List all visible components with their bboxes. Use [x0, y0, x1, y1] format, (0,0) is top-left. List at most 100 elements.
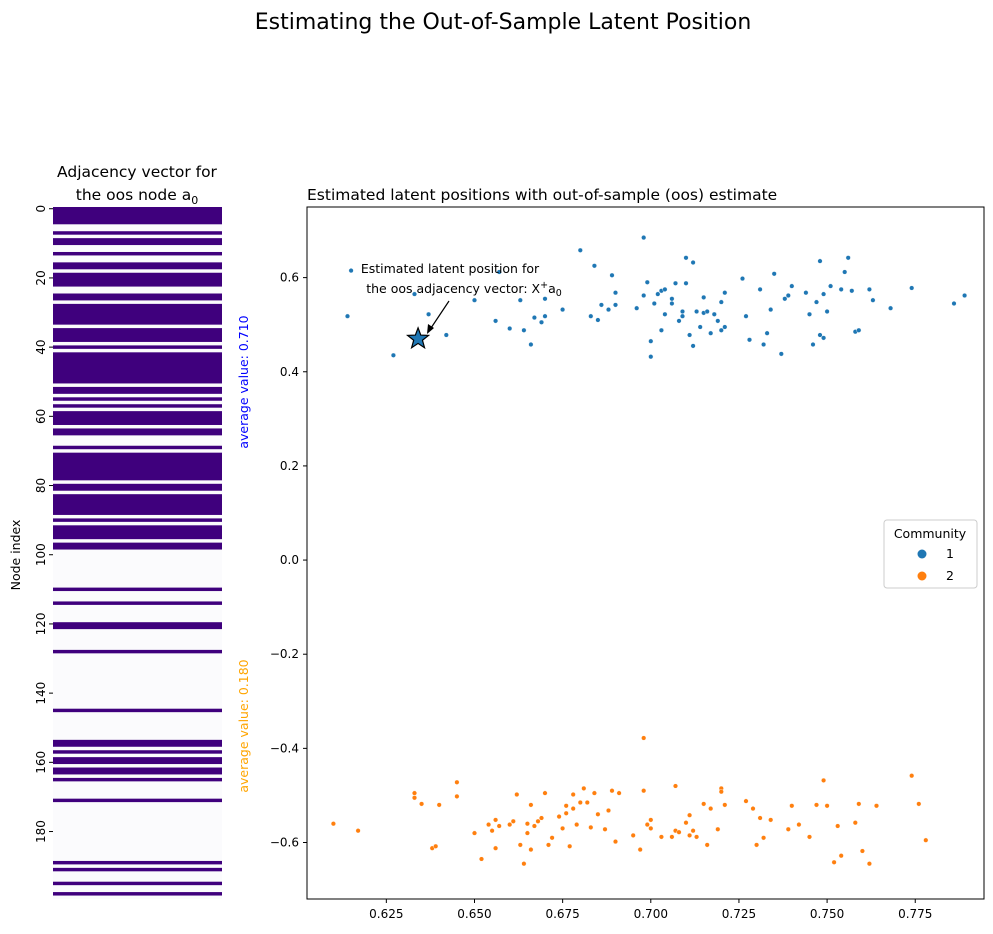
scatter-point-community-1 — [718, 299, 724, 305]
scatter-point-community-1 — [606, 307, 612, 313]
scatter-point-community-2 — [584, 800, 590, 806]
heatmap-row-band — [53, 587, 222, 592]
heatmap-row-band — [53, 428, 222, 436]
scatter-point-community-2 — [637, 847, 643, 853]
heatmap-row-band — [53, 328, 222, 342]
scatter-point-community-1 — [591, 263, 597, 269]
oos-annotation: Estimated latent position for the oos ad… — [361, 261, 562, 334]
scatter-x-tick-label: 0.625 — [369, 907, 403, 921]
scatter-point-community-2 — [507, 822, 513, 828]
scatter-point-community-1 — [764, 330, 770, 336]
scatter-y-ticks: 0.6 0.4 0.2 0.0 −0.2 −0.4 −0.6 — [270, 271, 307, 850]
scatter-point-community-1 — [807, 311, 813, 317]
scatter-point-community-2 — [479, 856, 485, 862]
scatter-point-community-2 — [570, 806, 576, 812]
scatter-point-community-2 — [754, 842, 760, 848]
scatter-point-community-1 — [701, 294, 707, 300]
scatter-point-community-2 — [595, 811, 601, 817]
scatter-point-community-1 — [472, 297, 478, 303]
scatter-point-community-1 — [690, 260, 696, 266]
scatter-point-community-1 — [493, 318, 499, 324]
scatter-point-community-1 — [697, 324, 703, 330]
scatter-point-community-2 — [743, 798, 749, 804]
scatter-point-community-2 — [493, 817, 499, 823]
scatter-point-community-1 — [680, 313, 686, 319]
heatmap-y-ticks: 0 20 40 60 80 100 120 140 160 180 — [34, 205, 53, 843]
scatter-point-community-1 — [443, 332, 449, 338]
scatter-x-tick-label: 0.650 — [457, 907, 491, 921]
heatmap-row-band — [53, 404, 222, 408]
scatter-point-community-1 — [771, 271, 777, 277]
scatter-point-community-1 — [662, 286, 668, 292]
heatmap-y-tick-label: 40 — [34, 339, 48, 354]
scatter-point-community-2 — [567, 843, 573, 849]
scatter-point-community-2 — [676, 829, 682, 835]
scatter-x-tick-label: 0.750 — [810, 907, 844, 921]
scatter-point-community-1 — [644, 279, 650, 285]
scatter-y-tick-label: −0.6 — [270, 836, 299, 850]
heatmap-row-band — [53, 494, 222, 515]
scatter-point-community-1 — [785, 293, 791, 299]
heatmap-row-band — [53, 777, 222, 782]
scatter-point-community-1 — [507, 326, 513, 332]
scatter-point-community-2 — [472, 830, 478, 836]
scatter-x-tick-label: 0.700 — [634, 907, 668, 921]
scatter-point-community-2 — [874, 803, 880, 809]
scatter-point-community-1 — [531, 315, 537, 321]
scatter-point-community-2 — [419, 801, 425, 807]
scatter-point-community-2 — [687, 812, 693, 818]
scatter-point-community-1 — [662, 311, 668, 317]
oos-annotation-subscript: 0 — [556, 288, 562, 299]
scatter-point-community-1 — [817, 332, 823, 338]
scatter-point-community-1 — [521, 327, 527, 333]
scatter-point-community-1 — [687, 332, 693, 338]
heatmap-row-band — [53, 345, 222, 349]
heatmap-y-tick-label: 160 — [34, 751, 48, 774]
heatmap-row-band — [53, 411, 222, 425]
scatter-y-tick-label: −0.2 — [270, 647, 299, 661]
heatmap-rows — [53, 207, 222, 899]
scatter-point-community-1 — [722, 290, 728, 296]
scatter-point-community-2 — [489, 828, 495, 834]
scatter-points — [330, 235, 968, 867]
scatter-point-community-1 — [542, 296, 548, 302]
scatter-point-community-2 — [613, 839, 619, 845]
heatmap-row-band — [53, 272, 222, 287]
scatter-point-community-1 — [842, 269, 848, 275]
scatter-point-community-1 — [715, 318, 721, 324]
adjacency-heatmap-panel: Adjacency vector for the oos node a0 020… — [8, 163, 251, 899]
scatter-point-community-2 — [859, 848, 865, 854]
heatmap-row-band — [53, 708, 222, 713]
scatter-point-community-1 — [845, 255, 851, 261]
scatter-point-community-1 — [828, 283, 834, 289]
scatter-point-community-2 — [824, 803, 830, 809]
scatter-point-community-2 — [496, 823, 502, 829]
heatmap-row-band — [53, 445, 222, 450]
scatter-point-community-1 — [683, 280, 689, 286]
figure-suptitle: Estimating the Out-of-Sample Latent Posi… — [255, 10, 752, 35]
scatter-point-community-2 — [704, 842, 710, 848]
scatter-point-community-1 — [870, 297, 876, 303]
scatter-point-community-2 — [517, 842, 523, 848]
scatter-point-community-2 — [909, 773, 915, 779]
legend-marker-community-1 — [917, 549, 927, 559]
scatter-y-tick-label: −0.4 — [270, 741, 299, 755]
scatter-point-community-2 — [683, 820, 689, 826]
scatter-point-community-2 — [722, 802, 728, 808]
heatmap-row-band — [53, 518, 222, 522]
oos-annotation-arrow-line — [428, 300, 450, 332]
heatmap-y-tick-label: 180 — [34, 820, 48, 843]
scatter-point-community-2 — [796, 822, 802, 828]
scatter-point-community-1 — [789, 283, 795, 289]
scatter-point-community-2 — [641, 735, 647, 741]
community-legend: Community 1 2 — [883, 519, 978, 589]
scatter-point-community-2 — [577, 800, 583, 806]
scatter-point-community-1 — [782, 296, 788, 302]
scatter-point-community-1 — [704, 309, 710, 315]
scatter-plot-area — [306, 206, 985, 900]
scatter-point-community-2 — [570, 792, 576, 798]
legend-label-community-2: 2 — [946, 568, 954, 583]
scatter-point-community-1 — [658, 327, 664, 333]
scatter-point-community-2 — [708, 806, 714, 812]
scatter-point-community-2 — [563, 803, 569, 809]
